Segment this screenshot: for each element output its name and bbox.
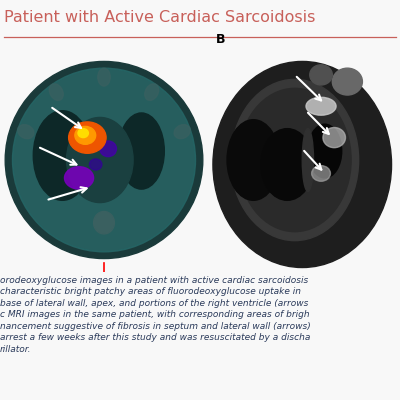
Ellipse shape: [49, 84, 63, 100]
Ellipse shape: [308, 124, 342, 178]
Ellipse shape: [213, 62, 392, 268]
Ellipse shape: [33, 111, 92, 200]
Ellipse shape: [174, 125, 190, 139]
Ellipse shape: [66, 118, 133, 202]
Ellipse shape: [306, 97, 336, 115]
Ellipse shape: [98, 68, 110, 86]
Ellipse shape: [12, 68, 196, 252]
Ellipse shape: [310, 65, 332, 85]
Ellipse shape: [145, 84, 159, 100]
Ellipse shape: [261, 129, 314, 200]
Ellipse shape: [78, 129, 88, 138]
Ellipse shape: [100, 141, 116, 157]
Ellipse shape: [312, 166, 330, 181]
Ellipse shape: [90, 159, 102, 170]
Ellipse shape: [75, 126, 96, 144]
Text: Patient with Active Cardiac Sarcoidosis: Patient with Active Cardiac Sarcoidosis: [4, 10, 315, 25]
Ellipse shape: [231, 79, 359, 241]
Ellipse shape: [323, 128, 346, 148]
Ellipse shape: [5, 62, 203, 258]
Ellipse shape: [332, 68, 362, 95]
Ellipse shape: [302, 129, 314, 191]
Ellipse shape: [238, 88, 351, 232]
Text: orodeoxyglucose images in a patient with active cardiac sarcoidosis
characterist: orodeoxyglucose images in a patient with…: [0, 276, 311, 354]
Ellipse shape: [94, 212, 114, 234]
Ellipse shape: [118, 113, 164, 189]
Ellipse shape: [69, 122, 106, 153]
Ellipse shape: [18, 125, 34, 139]
Ellipse shape: [12, 68, 196, 252]
Ellipse shape: [227, 120, 280, 200]
Ellipse shape: [64, 167, 94, 189]
Text: B: B: [216, 33, 226, 46]
